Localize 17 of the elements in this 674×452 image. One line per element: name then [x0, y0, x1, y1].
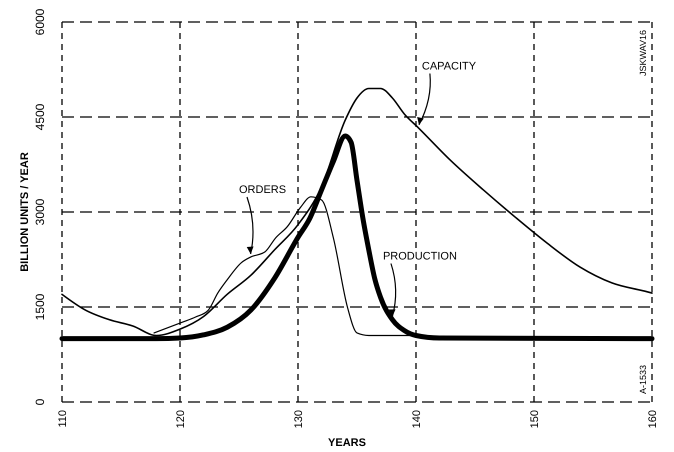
- y-tick-label: 0: [33, 398, 47, 406]
- x-axis-title: YEARS: [328, 437, 366, 449]
- y-tick-label: 4500: [33, 103, 47, 130]
- x-tick-label: 160: [647, 410, 659, 428]
- x-tick-label: 110: [57, 410, 69, 428]
- x-tick-label: 140: [411, 410, 423, 428]
- x-tick-label: 150: [529, 410, 541, 428]
- annotation: JSKWAV16: [638, 30, 648, 76]
- x-tick-label: 130: [293, 410, 305, 428]
- series-label: ORDERS: [239, 184, 286, 196]
- y-tick-label: 1500: [33, 293, 47, 320]
- text: CAPACITY: [422, 60, 477, 72]
- annotation: A-1533: [638, 364, 648, 394]
- y-tick-label: 6000: [33, 8, 47, 36]
- y-axis-title: BILLION UNITS / YEAR: [19, 152, 31, 272]
- y-tick-label: 3000: [33, 198, 47, 226]
- x-tick-label: 120: [175, 410, 187, 428]
